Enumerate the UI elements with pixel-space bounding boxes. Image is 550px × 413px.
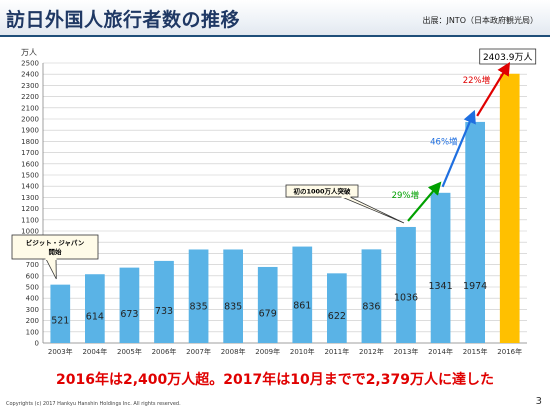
data-label: 836	[362, 302, 380, 313]
source-label: 出展：JNTO（日本政府観光局）	[422, 16, 538, 25]
growth-arrow	[441, 109, 476, 188]
y-axis-unit: 万人	[21, 48, 37, 57]
y-tick-label: 1400	[21, 183, 39, 191]
y-tick-label: 400	[26, 295, 39, 303]
data-label: 622	[328, 311, 346, 322]
x-tick-label: 2008年	[221, 347, 246, 356]
bar	[119, 267, 140, 343]
growth-label: 29%増	[392, 190, 419, 201]
y-tick-label: 100	[26, 328, 39, 336]
title-underline	[0, 35, 550, 37]
y-tick-label: 2100	[21, 104, 39, 112]
growth-label: 46%増	[430, 136, 457, 147]
x-tick-label: 2015年	[463, 347, 488, 356]
x-tick-label: 2011年	[324, 347, 349, 356]
bar-chart: 0100200300400500600700800900100011001200…	[11, 48, 537, 356]
y-tick-label: 700	[26, 261, 39, 269]
page-number: 3	[535, 396, 542, 407]
bar	[154, 260, 174, 343]
y-tick-label: 2500	[21, 60, 39, 68]
data-label: 679	[259, 309, 277, 320]
bar	[499, 73, 520, 344]
data-label: 835	[190, 302, 208, 313]
data-label: 1036	[394, 293, 418, 304]
bar	[257, 266, 278, 343]
growth-arrow	[476, 62, 511, 117]
y-tick-label: 2000	[21, 116, 39, 124]
y-tick-label: 1300	[21, 194, 39, 202]
callout-pointer-mask	[341, 196, 351, 198]
callout-text: 開始	[49, 247, 63, 256]
x-tick-label: 2003年	[48, 347, 73, 356]
x-tick-label: 2016年	[497, 347, 522, 356]
x-tick-label: 2010年	[290, 347, 315, 356]
y-tick-label: 1700	[21, 149, 39, 157]
copyright: Copyrights (c) 2017 Hankyu Hanshin Holdi…	[6, 401, 181, 407]
callout-box	[11, 234, 99, 260]
bar	[223, 249, 243, 343]
x-tick-label: 2009年	[255, 347, 280, 356]
y-tick-label: 300	[26, 306, 39, 314]
data-label: 614	[86, 311, 104, 322]
bar	[85, 274, 105, 343]
y-tick-label: 2200	[21, 93, 39, 101]
data-label: 835	[224, 302, 242, 313]
x-tick-label: 2005年	[117, 347, 142, 356]
x-tick-label: 2014年	[428, 347, 453, 356]
bar	[292, 246, 313, 343]
callout-text: ビジット・ジャパン	[26, 238, 85, 247]
y-tick-label: 1100	[21, 216, 39, 224]
x-tick-label: 2004年	[82, 347, 107, 356]
y-tick-label: 1900	[21, 127, 39, 135]
y-tick-label: 600	[26, 272, 39, 280]
growth-label: 22%増	[463, 75, 490, 86]
callout-text: 初の1000万人突破	[293, 187, 351, 196]
y-tick-label: 1200	[21, 205, 39, 213]
bar	[327, 273, 347, 343]
y-tick-label: 1000	[21, 228, 39, 236]
y-tick-label: 500	[26, 284, 39, 292]
x-tick-label: 2006年	[152, 347, 177, 356]
x-tick-label: 2013年	[394, 347, 419, 356]
data-label: 1341	[428, 281, 452, 292]
y-tick-label: 0	[35, 340, 39, 348]
data-label: 733	[155, 306, 173, 317]
y-tick-label: 1600	[21, 160, 39, 168]
x-tick-label: 2012年	[359, 347, 384, 356]
growth-arrow	[407, 181, 442, 222]
data-label: 1974	[463, 281, 487, 292]
bar	[361, 249, 382, 343]
data-label: 521	[51, 316, 69, 327]
footnote: 2016年は2,400万人超。2017年は10月までで2,379万人に達した	[56, 372, 494, 388]
bar	[396, 226, 416, 343]
highlight-label: 2403.9万人	[483, 52, 533, 63]
y-tick-label: 200	[26, 317, 39, 325]
data-label: 861	[293, 300, 311, 311]
y-tick-label: 1500	[21, 172, 39, 180]
data-label: 673	[120, 309, 138, 320]
y-tick-label: 1800	[21, 138, 39, 146]
callout-pointer-mask	[45, 258, 57, 260]
bar	[188, 249, 209, 343]
callout-pointer	[341, 196, 405, 224]
y-tick-label: 2400	[21, 71, 39, 79]
title-bar: 訪日外国人旅行者数の推移 出展：JNTO（日本政府観光局）	[0, 0, 550, 37]
y-tick-label: 2300	[21, 82, 39, 90]
x-tick-label: 2007年	[186, 347, 211, 356]
bar	[465, 121, 485, 343]
callout-box	[285, 184, 359, 198]
page-title: 訪日外国人旅行者数の推移	[6, 9, 241, 31]
bar	[50, 284, 71, 343]
bar	[430, 192, 451, 343]
